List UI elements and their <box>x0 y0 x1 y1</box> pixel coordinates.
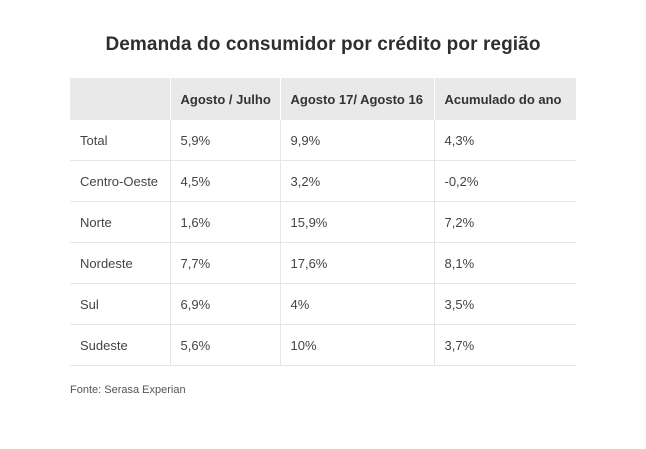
table-row: Nordeste 7,7% 17,6% 8,1% <box>70 242 576 284</box>
row-label: Nordeste <box>70 242 170 284</box>
row-label: Total <box>70 120 170 161</box>
table-cell: 4,5% <box>169 160 280 202</box>
table-cell: 6,9% <box>169 283 280 325</box>
table-cell: 10% <box>279 324 434 366</box>
column-header-year-over-year: Agosto 17/ Agosto 16 <box>279 78 434 120</box>
table-row: Centro-Oeste 4,5% 3,2% -0,2% <box>70 160 576 202</box>
source-note: Fonte: Serasa Experian <box>70 384 186 396</box>
table-row: Sul 6,9% 4% 3,5% <box>70 283 576 325</box>
header-row: Agosto / Julho Agosto 17/ Agosto 16 Acum… <box>70 78 576 120</box>
table-cell: 4,3% <box>433 120 576 161</box>
column-header-month-over-month: Agosto / Julho <box>169 78 280 120</box>
table-cell: 5,6% <box>169 324 280 366</box>
table-cell: 9,9% <box>279 120 434 161</box>
table-row: Norte 1,6% 15,9% 7,2% <box>70 201 576 243</box>
table-cell: -0,2% <box>433 160 576 202</box>
table-cell: 7,7% <box>169 242 280 284</box>
table-cell: 3,7% <box>433 324 576 366</box>
table-cell: 8,1% <box>433 242 576 284</box>
column-header-year-to-date: Acumulado do ano <box>433 78 576 120</box>
table-cell: 3,5% <box>433 283 576 325</box>
table-cell: 3,2% <box>279 160 434 202</box>
table-row: Sudeste 5,6% 10% 3,7% <box>70 324 576 366</box>
table-cell: 5,9% <box>169 120 280 161</box>
row-label: Norte <box>70 201 170 243</box>
table-row: Total 5,9% 9,9% 4,3% <box>70 120 576 161</box>
chart-title: Demanda do consumidor por crédito por re… <box>105 34 541 55</box>
column-header-region <box>70 78 170 120</box>
row-label: Centro-Oeste <box>70 160 170 202</box>
row-label: Sudeste <box>70 324 170 366</box>
table-cell: 1,6% <box>169 201 280 243</box>
table-cell: 4% <box>279 283 434 325</box>
table-cell: 15,9% <box>279 201 434 243</box>
row-label: Sul <box>70 283 170 325</box>
data-table: Agosto / Julho Agosto 17/ Agosto 16 Acum… <box>70 78 576 366</box>
table-cell: 17,6% <box>279 242 434 284</box>
table-cell: 7,2% <box>433 201 576 243</box>
